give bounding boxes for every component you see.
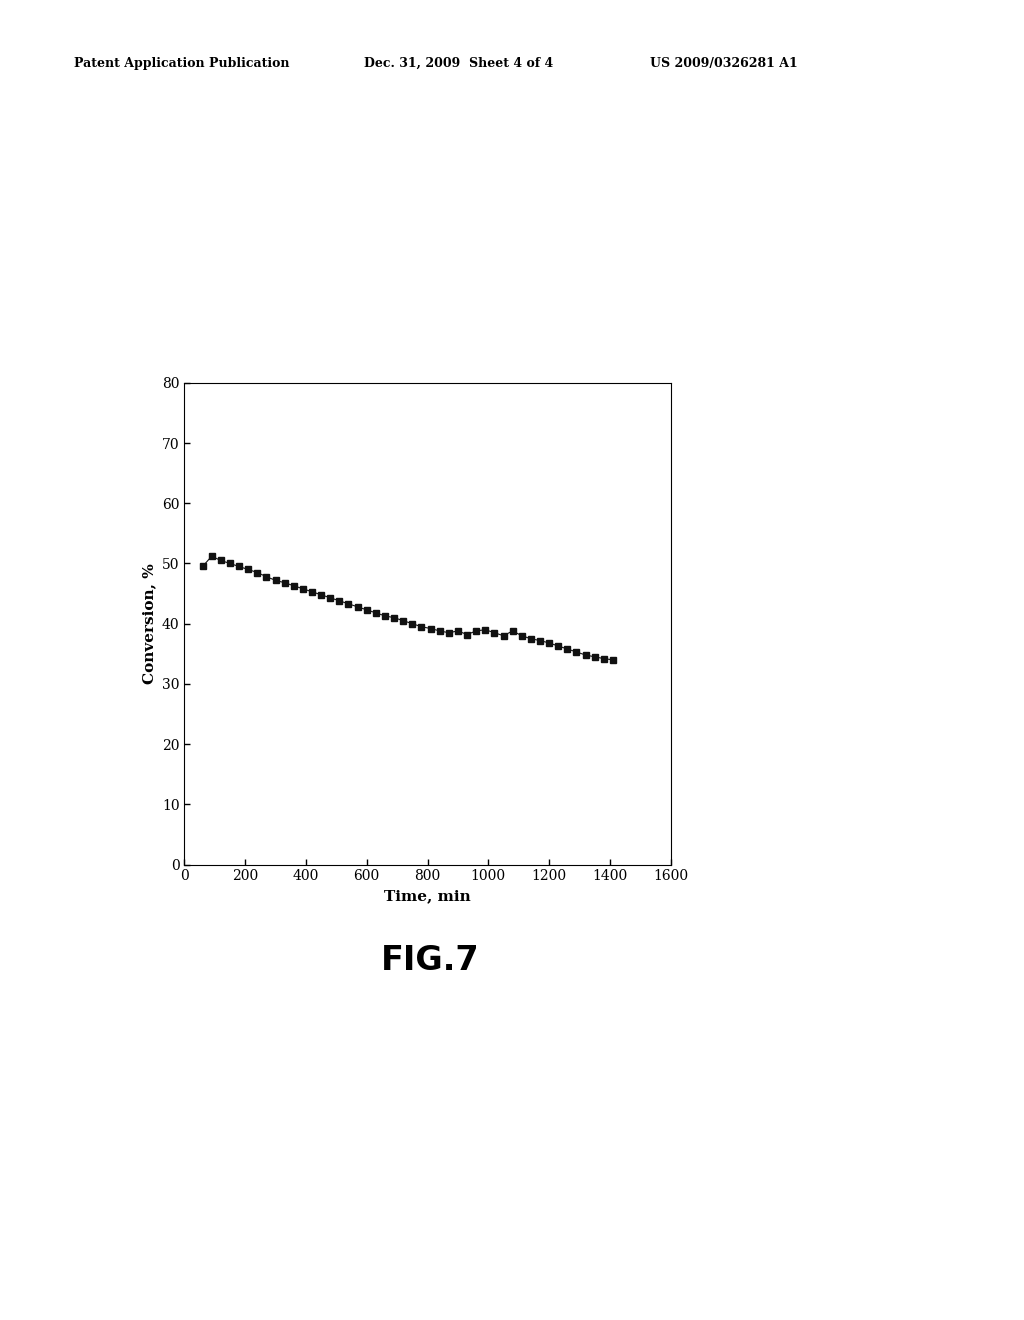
Text: US 2009/0326281 A1: US 2009/0326281 A1: [650, 57, 798, 70]
Text: Dec. 31, 2009  Sheet 4 of 4: Dec. 31, 2009 Sheet 4 of 4: [364, 57, 553, 70]
X-axis label: Time, min: Time, min: [384, 888, 471, 903]
Text: Patent Application Publication: Patent Application Publication: [74, 57, 289, 70]
Y-axis label: Conversion, %: Conversion, %: [142, 564, 157, 684]
Text: FIG.7: FIG.7: [381, 944, 479, 977]
